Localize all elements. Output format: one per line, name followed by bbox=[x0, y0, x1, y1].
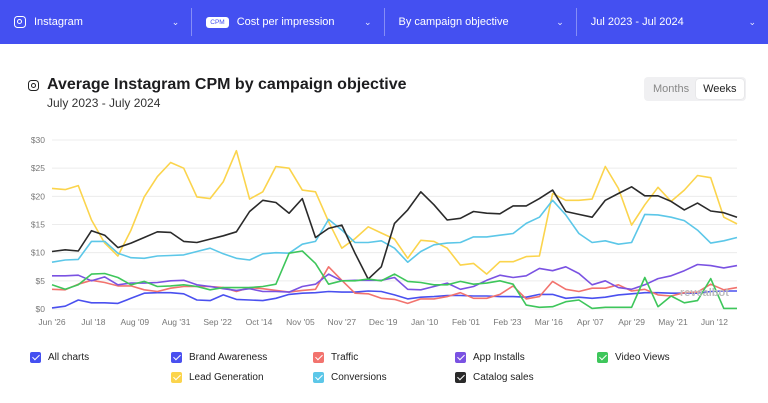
chevron-down-icon: ⌄ bbox=[748, 16, 756, 27]
y-tick-label: $0 bbox=[36, 304, 46, 314]
instagram-icon bbox=[14, 16, 26, 28]
legend-lead-generation[interactable]: Lead Generation bbox=[171, 372, 264, 383]
legend-label: All charts bbox=[48, 352, 90, 363]
revealbot-watermark: revealbot bbox=[680, 287, 729, 299]
months-tab[interactable]: Months bbox=[653, 83, 690, 95]
legend-label: Traffic bbox=[331, 352, 359, 363]
filter-bar: Instagram ⌄ CPM Cost per impression ⌄ By ca… bbox=[0, 0, 768, 44]
checkbox-icon[interactable] bbox=[313, 352, 324, 363]
x-tick-label: Jul '18 bbox=[81, 317, 106, 327]
breakdown-dropdown[interactable]: By campaign objective ⌄ bbox=[385, 8, 577, 36]
x-tick-label: Dec '19 bbox=[369, 317, 398, 327]
platform-dropdown[interactable]: Instagram ⌄ bbox=[0, 8, 193, 36]
x-tick-label: Nov '05 bbox=[286, 317, 315, 327]
x-tick-label: Mar '16 bbox=[535, 317, 563, 327]
y-tick-label: $10 bbox=[31, 248, 45, 258]
cpm-badge: CPM bbox=[206, 16, 229, 28]
x-tick-label: Aug '09 bbox=[121, 317, 150, 327]
chart-subtitle: July 2023 - July 2024 bbox=[47, 96, 161, 110]
legend-label: Lead Generation bbox=[189, 372, 264, 383]
granularity-toggle: Months Weeks bbox=[644, 77, 746, 101]
series-line-catalog-sales bbox=[51, 185, 738, 280]
legend-video-views[interactable]: Video Views bbox=[597, 352, 670, 363]
checkbox-icon[interactable] bbox=[171, 372, 182, 383]
legend-label: Brand Awareness bbox=[189, 352, 268, 363]
legend-label: Video Views bbox=[615, 352, 670, 363]
legend-app-installs[interactable]: App Installs bbox=[455, 352, 525, 363]
metric-dropdown[interactable]: CPM Cost per impression ⌄ bbox=[192, 8, 385, 36]
chevron-down-icon: ⌄ bbox=[171, 16, 180, 27]
y-tick-label: $30 bbox=[31, 135, 45, 145]
x-tick-label: Jan '10 bbox=[411, 317, 438, 327]
legend-label: App Installs bbox=[473, 352, 525, 363]
checkbox-icon[interactable] bbox=[30, 352, 41, 363]
x-tick-label: Nov '27 bbox=[328, 317, 357, 327]
checkbox-icon[interactable] bbox=[455, 352, 466, 363]
x-tick-label: Jun '12 bbox=[701, 317, 728, 327]
y-tick-label: $20 bbox=[31, 191, 45, 201]
date-range-dropdown[interactable]: Jul 2023 - Jul 2024 ⌄ bbox=[590, 16, 756, 28]
legend-brand-awareness[interactable]: Brand Awareness bbox=[171, 352, 267, 363]
series-line-conversions bbox=[51, 199, 738, 263]
checkbox-icon[interactable] bbox=[597, 352, 608, 363]
legend-catalog-sales[interactable]: Catalog sales bbox=[455, 372, 534, 383]
instagram-icon bbox=[28, 79, 39, 91]
legend-traffic[interactable]: Traffic bbox=[313, 352, 358, 363]
x-tick-label: Sep '22 bbox=[203, 317, 232, 327]
x-tick-label: Oct '14 bbox=[246, 317, 273, 327]
series-line-video-views bbox=[51, 250, 737, 310]
checkbox-icon[interactable] bbox=[171, 352, 182, 363]
chevron-down-icon: ⌄ bbox=[363, 16, 372, 27]
x-tick-label: May '21 bbox=[658, 317, 688, 327]
legend-all-charts[interactable]: All charts bbox=[30, 352, 89, 363]
weeks-tab[interactable]: Weeks bbox=[696, 79, 744, 99]
checkbox-icon[interactable] bbox=[455, 372, 466, 383]
chevron-down-icon: ⌄ bbox=[556, 16, 564, 27]
x-tick-label: Jun '26 bbox=[38, 317, 65, 327]
x-tick-label: Apr '29 bbox=[618, 317, 645, 327]
line-chart: $0 $5 $10 $15 $20 $25 $30 Jun '26 Jul '18 Aug '09… bbox=[31, 135, 738, 327]
x-tick-label: Feb '23 bbox=[493, 317, 521, 327]
x-tick-label: Aug '31 bbox=[162, 317, 191, 327]
series-line-brand-awareness bbox=[51, 290, 737, 309]
y-tick-label: $15 bbox=[31, 220, 45, 230]
chart-title: Average Instagram CPM by campaign object… bbox=[47, 76, 407, 93]
legend-label: Conversions bbox=[331, 372, 387, 383]
x-tick-label: Apr '07 bbox=[577, 317, 604, 327]
x-tick-label: Feb '01 bbox=[452, 317, 480, 327]
y-tick-label: $5 bbox=[36, 276, 46, 286]
series-line-lead-generation bbox=[51, 149, 738, 275]
chart-header: Average Instagram CPM by campaign object… bbox=[28, 76, 407, 94]
series-line-traffic bbox=[51, 266, 738, 305]
y-tick-label: $25 bbox=[31, 163, 45, 173]
legend-label: Catalog sales bbox=[473, 372, 534, 383]
chart-legend: All charts Brand Awareness Traffic App Inst… bbox=[0, 348, 768, 398]
series-line-app-installs bbox=[52, 263, 738, 293]
legend-conversions[interactable]: Conversions bbox=[313, 372, 387, 383]
checkbox-icon[interactable] bbox=[313, 372, 324, 383]
